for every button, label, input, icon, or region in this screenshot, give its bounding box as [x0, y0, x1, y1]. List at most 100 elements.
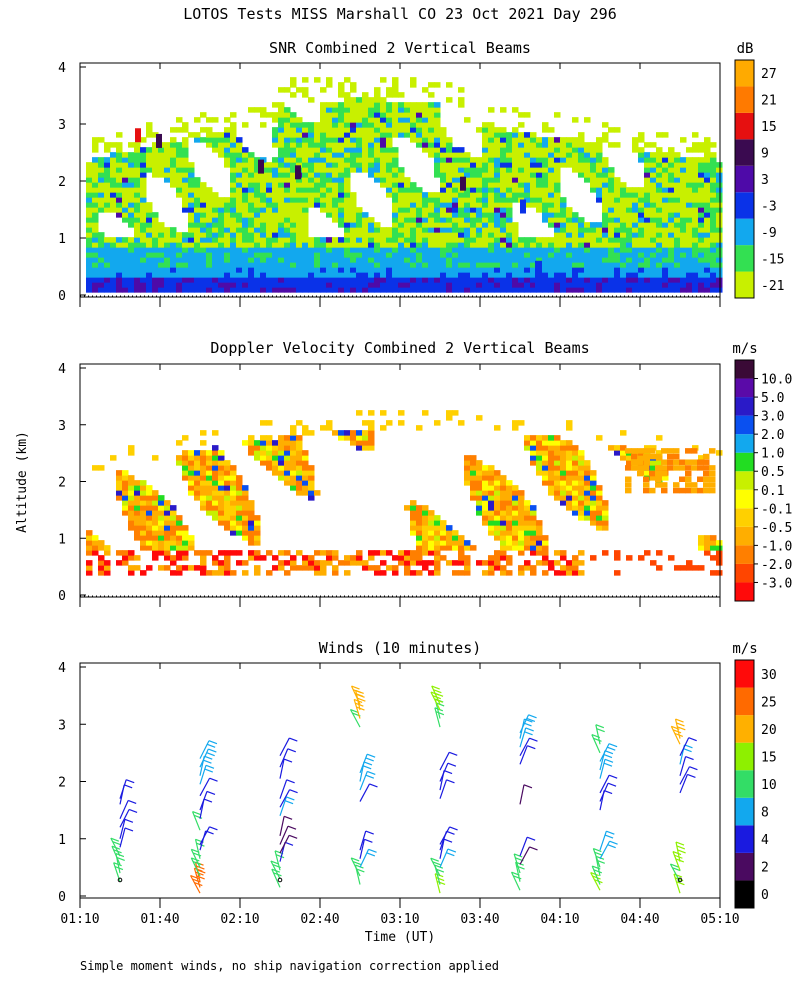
snr-cell	[86, 222, 93, 228]
snr-cell	[710, 272, 717, 278]
doppler-cell	[458, 535, 465, 541]
snr-cell	[230, 232, 237, 238]
snr-cell	[122, 252, 129, 258]
snr-cell	[110, 152, 117, 158]
snr-cell	[428, 227, 435, 233]
snr-cell	[248, 252, 255, 258]
doppler-cell	[224, 490, 231, 496]
snr-cell	[350, 257, 357, 263]
snr-cell	[218, 282, 225, 288]
snr-cell	[434, 232, 441, 238]
snr-cell	[146, 267, 153, 273]
snr-cell	[230, 212, 237, 218]
snr-cell	[272, 177, 279, 183]
snr-cell	[302, 87, 309, 93]
snr-cell	[698, 267, 705, 273]
snr-cell	[320, 167, 327, 173]
snr-cell	[146, 132, 153, 138]
snr-cell	[236, 157, 243, 163]
snr-cell	[386, 102, 393, 108]
doppler-cell	[530, 545, 537, 551]
snr-cell	[134, 262, 141, 268]
snr-cell	[254, 282, 261, 288]
snr-cell	[494, 187, 501, 193]
doppler-cell	[98, 560, 105, 566]
snr-cell	[590, 162, 597, 168]
snr-cell	[170, 232, 177, 238]
doppler-cell	[296, 480, 303, 486]
snr-cell	[518, 277, 525, 283]
winds-colorbar-swatch	[735, 770, 754, 798]
snr-cell	[542, 237, 549, 243]
snr-cell	[374, 112, 381, 118]
doppler-cell	[482, 520, 489, 526]
snr-cell	[704, 277, 711, 283]
snr-cell	[590, 157, 597, 163]
snr-cell	[272, 202, 279, 208]
snr-cell	[356, 157, 363, 163]
snr-cell	[212, 142, 219, 148]
snr-cell	[488, 262, 495, 268]
snr-cell	[404, 117, 411, 123]
doppler-cell	[482, 510, 489, 516]
snr-cell	[182, 147, 189, 153]
snr-cell	[110, 167, 117, 173]
snr-echo	[520, 199, 526, 214]
snr-cell	[122, 207, 129, 213]
snr-cell	[98, 232, 105, 238]
doppler-cell	[584, 470, 591, 476]
snr-cell	[494, 217, 501, 223]
snr-cell	[206, 187, 213, 193]
winds-colorbar-label: 30	[761, 668, 777, 683]
snr-cell	[416, 212, 423, 218]
snr-cell	[518, 262, 525, 268]
snr-cell	[650, 152, 657, 158]
doppler-cell	[548, 455, 555, 461]
snr-cell	[374, 142, 381, 148]
snr-cell	[422, 127, 429, 133]
snr-cell	[572, 217, 579, 223]
snr-cell	[242, 122, 249, 128]
snr-cell	[668, 172, 675, 178]
snr-cell	[692, 172, 699, 178]
doppler-cell	[308, 560, 315, 566]
snr-cell	[470, 287, 477, 293]
snr-cell	[338, 252, 345, 258]
doppler-cell	[650, 560, 657, 566]
snr-cell	[578, 132, 585, 138]
snr-cell	[692, 252, 699, 258]
snr-cell	[566, 277, 573, 283]
snr-cell	[248, 212, 255, 218]
doppler-cell	[266, 455, 273, 461]
snr-cell	[440, 197, 447, 203]
snr-cell	[302, 152, 309, 158]
snr-cell	[716, 262, 723, 268]
snr-cell	[626, 212, 633, 218]
snr-cell	[212, 282, 219, 288]
snr-cell	[590, 232, 597, 238]
snr-cell	[638, 257, 645, 263]
snr-cell	[632, 197, 639, 203]
doppler-cell	[224, 520, 231, 526]
snr-cell	[218, 142, 225, 148]
snr-cell	[128, 167, 135, 173]
snr-cell	[320, 117, 327, 123]
snr-cell	[404, 282, 411, 288]
snr-cell	[290, 242, 297, 248]
snr-cell	[428, 132, 435, 138]
snr-cell	[272, 127, 279, 133]
doppler-cell	[512, 525, 519, 531]
snr-cell	[362, 127, 369, 133]
doppler-cell	[530, 565, 537, 571]
doppler-cell	[691, 448, 698, 454]
doppler-cell	[685, 482, 692, 488]
doppler-cell	[596, 520, 603, 526]
wind-barb	[199, 764, 215, 785]
snr-cell	[182, 262, 189, 268]
doppler-cell	[506, 500, 513, 506]
snr-cell	[176, 117, 183, 123]
snr-cell	[668, 217, 675, 223]
snr-cell	[572, 257, 579, 263]
snr-cell	[602, 177, 609, 183]
snr-cell	[386, 157, 393, 163]
